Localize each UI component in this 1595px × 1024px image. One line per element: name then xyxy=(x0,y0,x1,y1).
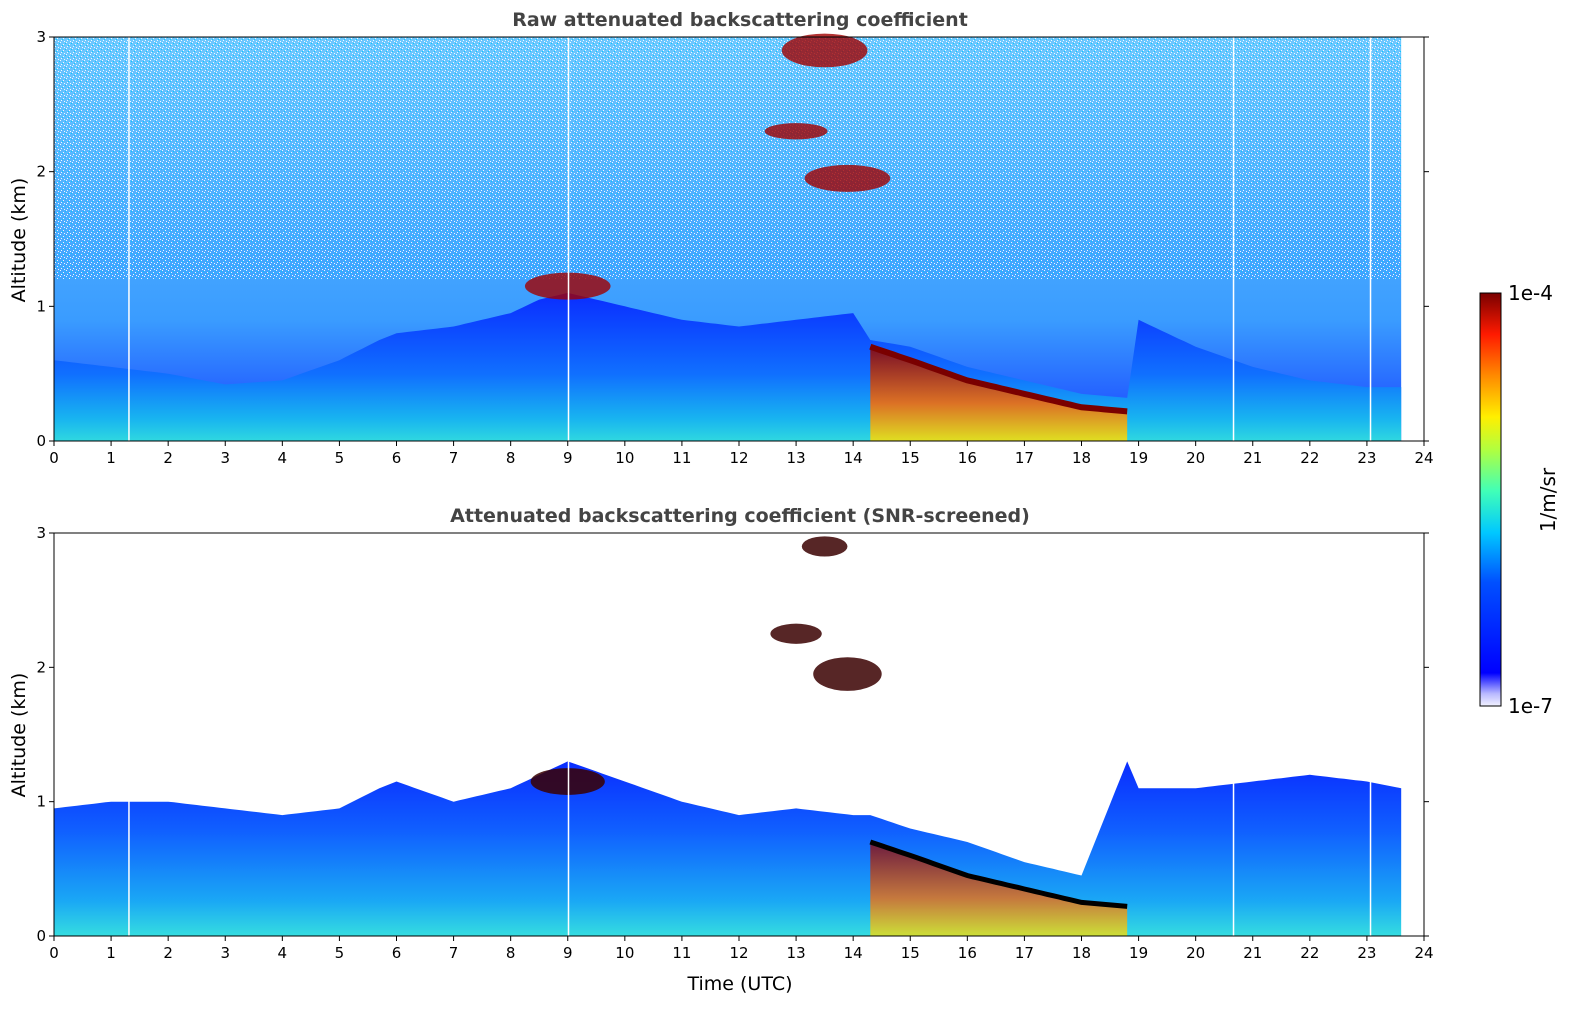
elevated-cloud-2 xyxy=(804,164,891,192)
x-tick-label: 12 xyxy=(729,449,748,467)
x-tick-label: 2 xyxy=(163,449,173,467)
x-tick-label: 16 xyxy=(958,944,977,962)
x-tick-label: 3 xyxy=(220,944,230,962)
elevated-cloud-1 xyxy=(764,123,828,140)
raw-y-axis-label: Altitude (km) xyxy=(8,178,30,303)
x-tick-label: 11 xyxy=(672,944,691,962)
x-tick-label: 19 xyxy=(1129,944,1148,962)
colorbar-max-label: 1e-4 xyxy=(1508,281,1553,305)
screened-backscatter-panel: Attenuated backscattering coefficient (S… xyxy=(8,505,1434,995)
x-tick-label: 3 xyxy=(220,449,230,467)
data-gap-2 xyxy=(1232,533,1235,936)
x-tick-label: 1 xyxy=(106,944,116,962)
colorbar-unit-label: 1/m/sr xyxy=(1536,467,1560,532)
x-tick-label: 13 xyxy=(787,944,806,962)
x-tick-label: 11 xyxy=(672,449,691,467)
elevated-cloud-0 xyxy=(781,33,868,68)
x-tick-label: 5 xyxy=(335,944,345,962)
screened-plot-area xyxy=(54,533,1424,936)
x-tick-label: 14 xyxy=(844,944,863,962)
data-gap-0 xyxy=(128,37,130,441)
y-tick-label: 3 xyxy=(36,524,46,542)
colorbar-min-label: 1e-7 xyxy=(1508,694,1553,718)
x-tick-label: 8 xyxy=(506,449,516,467)
x-tick-label: 4 xyxy=(278,944,288,962)
x-tick-label: 22 xyxy=(1300,944,1319,962)
x-tick-label: 21 xyxy=(1243,944,1262,962)
data-gap-0 xyxy=(128,533,130,936)
x-tick-label: 5 xyxy=(335,449,345,467)
x-tick-label: 8 xyxy=(506,944,516,962)
x-tick-label: 23 xyxy=(1357,449,1376,467)
screened-panel-title: Attenuated backscattering coefficient (S… xyxy=(450,505,1030,527)
screened-boundary-layer xyxy=(54,761,1402,936)
raw-panel-title: Raw attenuated backscattering coefficien… xyxy=(512,9,968,31)
x-tick-label: 17 xyxy=(1015,944,1034,962)
x-tick-label: 15 xyxy=(901,944,920,962)
noise-speckle xyxy=(54,37,1402,280)
screened-elevated-cloud-0 xyxy=(801,536,848,557)
data-gap-3 xyxy=(1369,533,1372,936)
raw-axes: 0 1 2 3 4 5 6 7 8 9 10 11 12 13 14 15 16 17 18 19 20 21 22 23 24… xyxy=(36,28,1433,467)
x-tick-label: 15 xyxy=(901,449,920,467)
x-tick-label: 0 xyxy=(49,944,59,962)
y-tick-label: 2 xyxy=(36,163,46,181)
screened-elevated-cloud-2 xyxy=(813,657,882,691)
x-axis-label: Time (UTC) xyxy=(686,973,792,995)
x-tick-label: 13 xyxy=(787,449,806,467)
x-tick-label: 24 xyxy=(1414,449,1433,467)
x-tick-label: 10 xyxy=(615,944,634,962)
y-tick-label: 1 xyxy=(36,793,46,811)
colorbar-gradient xyxy=(1479,292,1502,707)
x-tick-label: 0 xyxy=(49,449,59,467)
screened-y-axis-label: Altitude (km) xyxy=(8,673,30,798)
x-tick-label: 22 xyxy=(1300,449,1319,467)
x-tick-label: 9 xyxy=(563,944,573,962)
x-tick-label: 1 xyxy=(106,449,116,467)
x-tick-label: 19 xyxy=(1129,449,1148,467)
x-tick-label: 17 xyxy=(1015,449,1034,467)
x-tick-label: 18 xyxy=(1072,449,1091,467)
y-tick-label: 0 xyxy=(36,432,46,450)
y-tick-label: 2 xyxy=(36,658,46,676)
raw-backscatter-panel: Raw attenuated backscattering coefficien… xyxy=(8,9,1434,467)
x-tick-label: 20 xyxy=(1186,944,1205,962)
screened-cloud-base-line xyxy=(869,839,1128,909)
y-tick-label: 1 xyxy=(36,297,46,315)
screened-elevated-cloud-1 xyxy=(770,623,822,644)
x-tick-label: 6 xyxy=(392,449,402,467)
x-tick-label: 2 xyxy=(163,944,173,962)
x-tick-label: 7 xyxy=(449,944,459,962)
x-tick-label: 21 xyxy=(1243,449,1262,467)
data-gap-1 xyxy=(567,533,570,936)
x-tick-label: 12 xyxy=(729,944,748,962)
x-tick-label: 6 xyxy=(392,944,402,962)
x-tick-label: 7 xyxy=(449,449,459,467)
y-tick-label: 3 xyxy=(36,28,46,46)
x-tick-label: 18 xyxy=(1072,944,1091,962)
x-tick-label: 14 xyxy=(844,449,863,467)
x-tick-label: 23 xyxy=(1357,944,1376,962)
colorbar: 1e-4 1e-7 1/m/sr xyxy=(1479,281,1560,718)
data-gap-1 xyxy=(567,37,570,441)
data-gap-2 xyxy=(1232,37,1235,441)
data-gap-3 xyxy=(1369,37,1372,441)
y-tick-label: 0 xyxy=(36,927,46,945)
x-tick-label: 4 xyxy=(278,449,288,467)
x-tick-label: 24 xyxy=(1414,944,1433,962)
x-tick-label: 20 xyxy=(1186,449,1205,467)
cloud-base-line xyxy=(869,343,1128,415)
x-tick-label: 9 xyxy=(563,449,573,467)
screened-axes: 0 1 2 3 4 5 6 7 8 9 10 11 12 13 14 15 16 17 18 19 20 21 22 23 24… xyxy=(36,524,1433,962)
raw-plot-area xyxy=(54,33,1424,441)
x-tick-label: 10 xyxy=(615,449,634,467)
x-tick-label: 16 xyxy=(958,449,977,467)
